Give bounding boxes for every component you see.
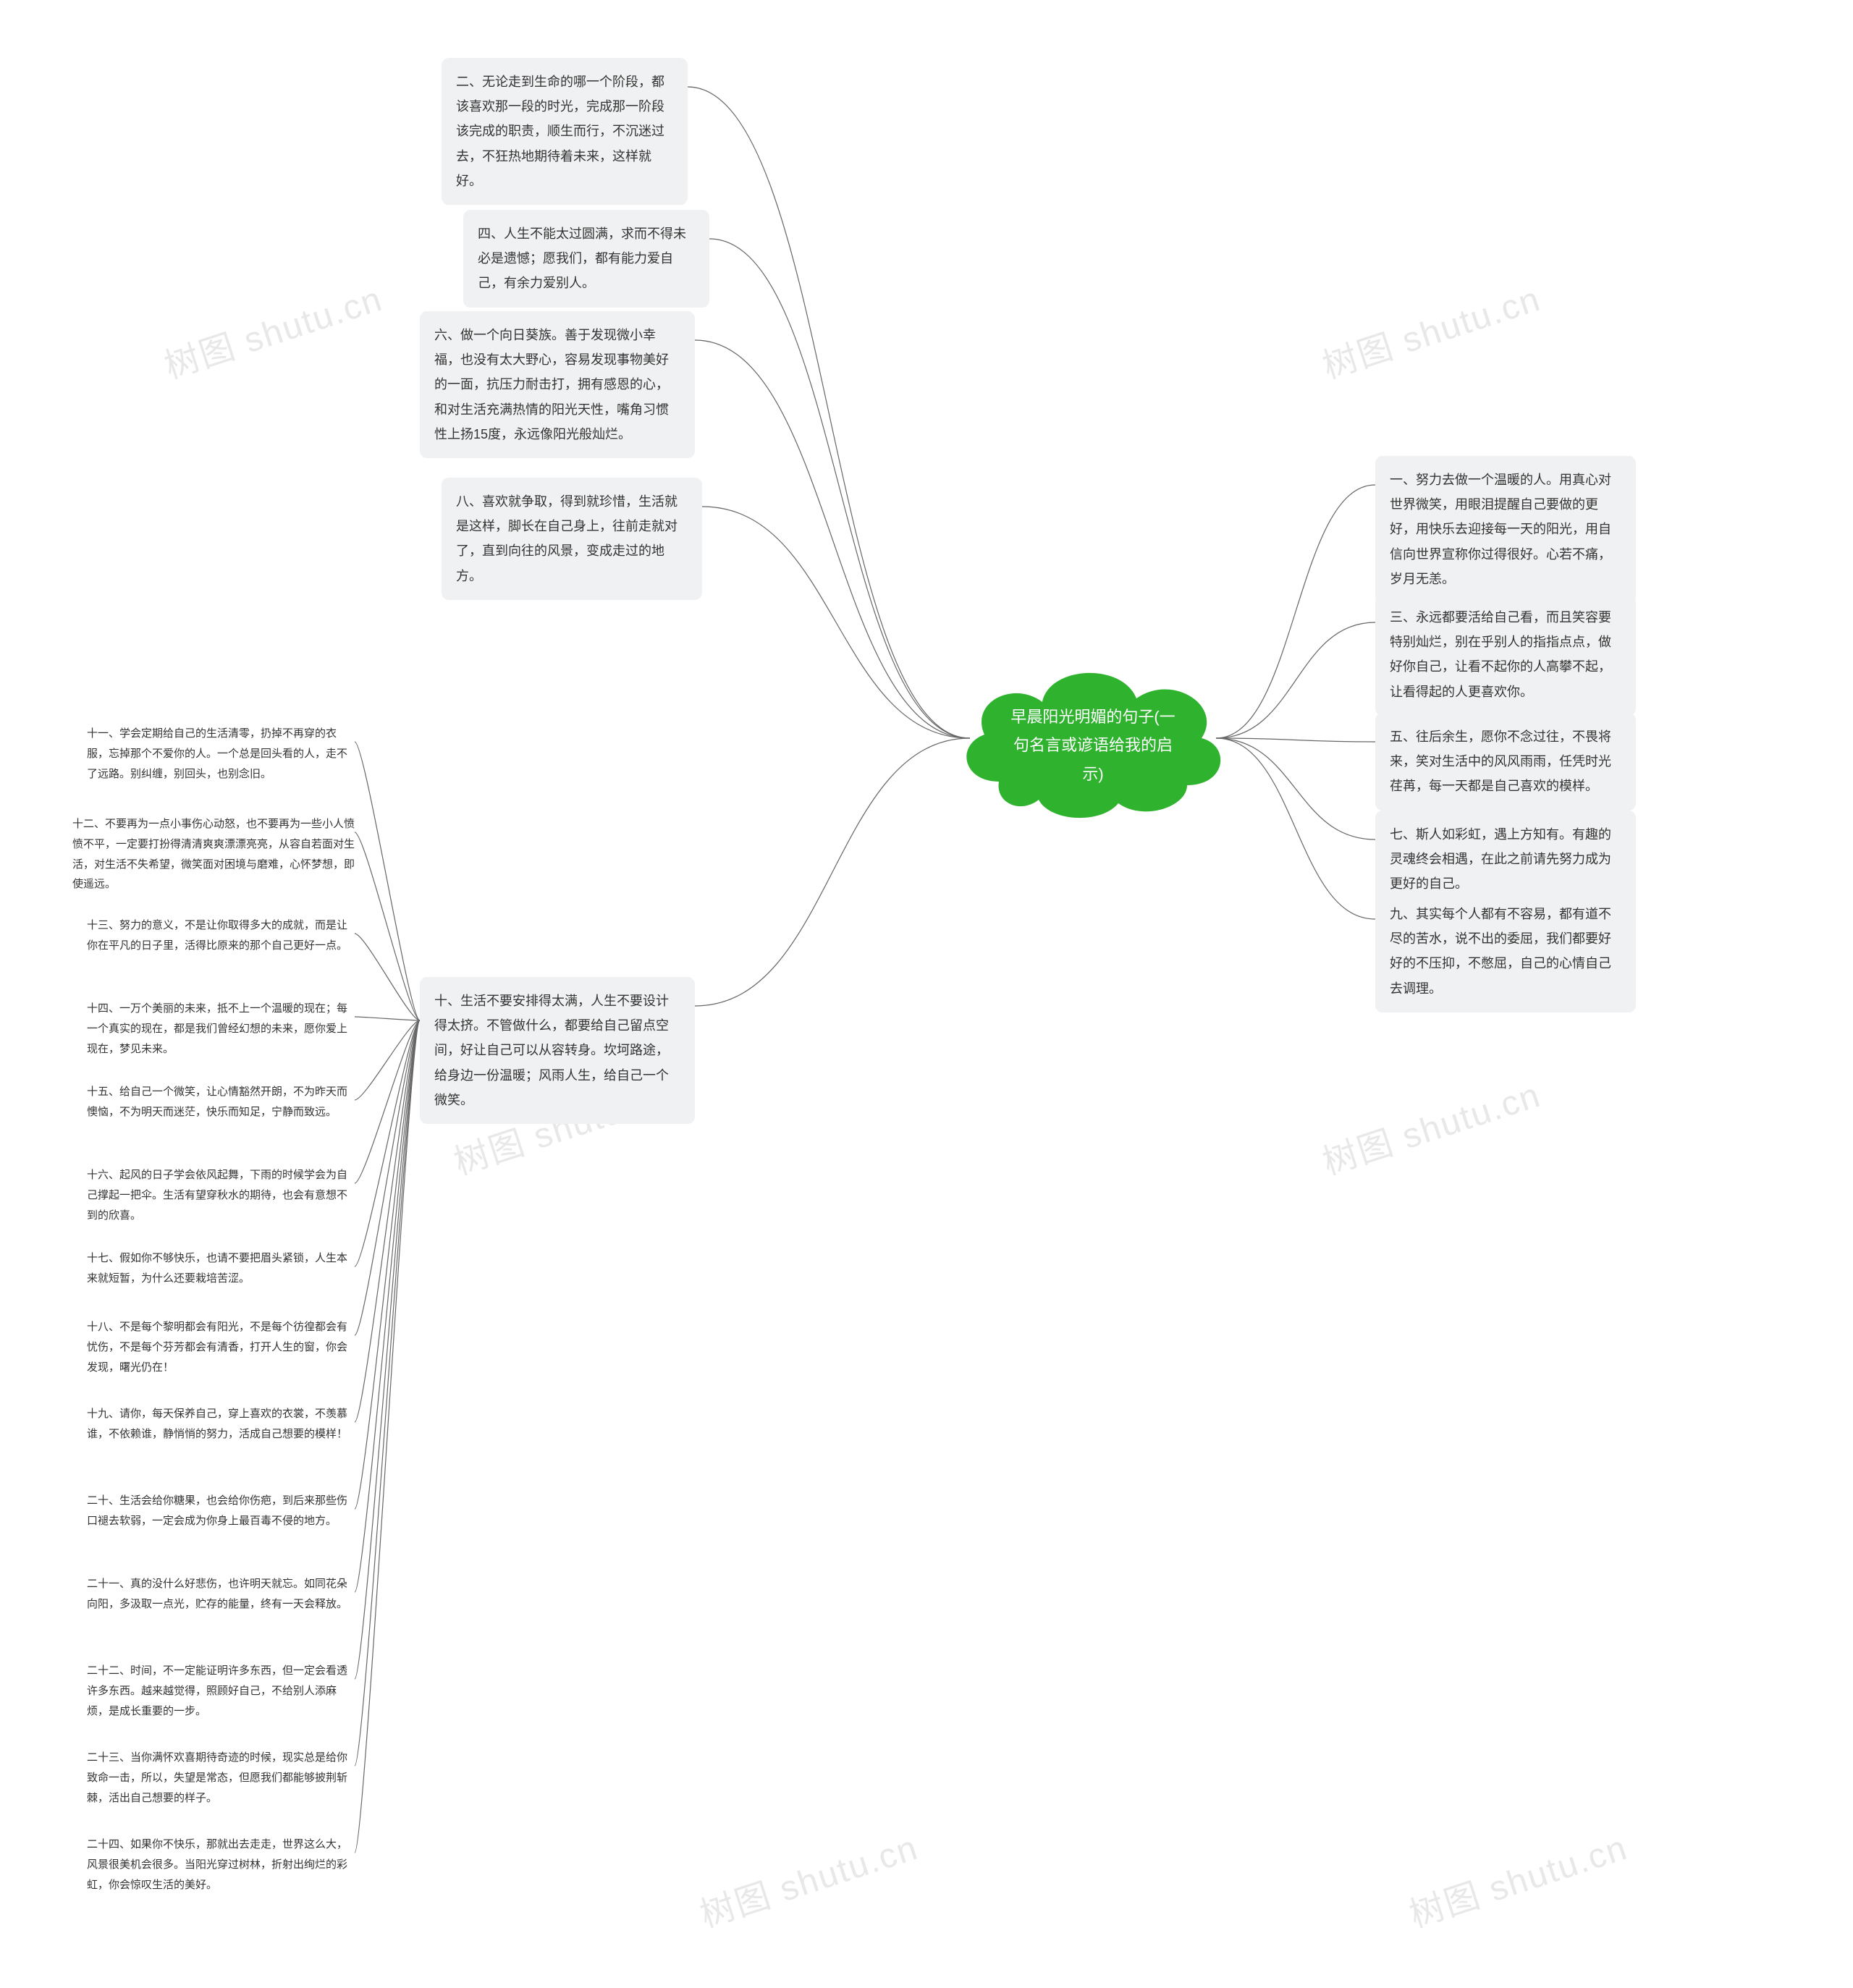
leaf-node: 二十二、时间，不一定能证明许多东西，但一定会看透许多东西。越来越觉得，照顾好自己… [87,1661,355,1721]
leaf-node: 二十四、如果你不快乐，那就出去走走，世界这么大，风景很美机会很多。当阳光穿过树林… [87,1835,355,1895]
leaf-node: 十九、请你，每天保养自己，穿上喜欢的衣裳，不羡慕谁，不依赖谁，静悄悄的努力，活成… [87,1404,355,1445]
watermark: 树图 shutu.cn [1315,270,1546,388]
leaf-node: 十七、假如你不够快乐，也请不要把眉头紧锁，人生本来就短暂，为什么还要栽培苦涩。 [87,1248,355,1289]
branch-node: 一、努力去做一个温暖的人。用真心对世界微笑，用眼泪提醒自己要做的更好，用快乐去迎… [1375,456,1636,603]
branch-node: 二、无论走到生命的哪一个阶段，都该喜欢那一段的时光，完成那一阶段该完成的职责，顺… [442,58,688,205]
branch-node: 九、其实每个人都有不容易，都有道不尽的苦水，说不出的委屈，我们都要好好的不压抑，… [1375,890,1636,1012]
leaf-node: 十二、不要再为一点小事伤心动怒，也不要再为一些小人愤愤不平，一定要打扮得清清爽爽… [72,814,355,894]
branch-node: 八、喜欢就争取，得到就珍惜，生活就是这样，脚长在自己身上，往前走就对了，直到向往… [442,478,702,600]
leaf-node: 二十、生活会给你糖果，也会给你伤疤，到后来那些伤口褪去软弱，一定会成为你身上最百… [87,1491,355,1531]
leaf-node: 十三、努力的意义，不是让你取得多大的成就，而是让你在平凡的日子里，活得比原来的那… [87,915,355,956]
leaf-node: 十五、给自己一个微笑，让心情豁然开朗，不为昨天而懊恼，不为明天而迷茫，快乐而知足… [87,1082,355,1122]
watermark: 树图 shutu.cn [693,1819,924,1937]
leaf-node: 十四、一万个美丽的未来，抵不上一个温暖的现在；每一个真实的现在，都是我们曾经幻想… [87,999,355,1059]
branch-node: 三、永远都要活给自己看，而且笑容要特别灿烂，别在乎别人的指指点点，做好你自己，让… [1375,593,1636,716]
mindmap-canvas: 树图 shutu.cn 树图 shutu.cn 树图 shutu.cn 树图 shut… [0,0,1853,1988]
watermark: 树图 shutu.cn [1402,1819,1633,1937]
leaf-node: 二十三、当你满怀欢喜期待奇迹的时候，现实总是给你致命一击，所以，失望是常态，但愿… [87,1748,355,1808]
branch-node: 五、往后余生，愿你不念过往，不畏将来，笑对生活中的风风雨雨，任凭时光荏苒，每一天… [1375,713,1636,811]
branch-node: 四、人生不能太过圆满，求而不得未必是遗憾；愿我们，都有能力爱自己，有余力爱别人。 [463,210,709,308]
leaf-node: 二十一、真的没什么好悲伤，也许明天就忘。如同花朵向阳，多汲取一点光，贮存的能量，… [87,1574,355,1615]
watermark: 树图 shutu.cn [157,270,388,388]
branch-node: 十、生活不要安排得太满，人生不要设计得太挤。不管做什么，都要给自己留点空间，好让… [420,977,695,1124]
leaf-node: 十八、不是每个黎明都会有阳光，不是每个彷徨都会有忧伤，不是每个芬芳都会有清香，打… [87,1317,355,1377]
leaf-node: 十六、起风的日子学会依风起舞，下雨的时候学会为自己撑起一把伞。生活有望穿秋水的期… [87,1165,355,1225]
root-node: 早晨阳光明媚的句子(一句名言或谚语给我的启示) [955,651,1231,825]
leaf-node: 十一、学会定期给自己的生活清零，扔掉不再穿的衣服，忘掉那个不爱你的人。一个总是回… [87,724,355,784]
watermark: 树图 shutu.cn [1315,1066,1546,1184]
root-label: 早晨阳光明媚的句子(一句名言或谚语给我的启示) [984,703,1202,789]
branch-node: 六、做一个向日葵族。善于发现微小幸福，也没有太大野心，容易发现事物美好的一面，抗… [420,311,695,458]
